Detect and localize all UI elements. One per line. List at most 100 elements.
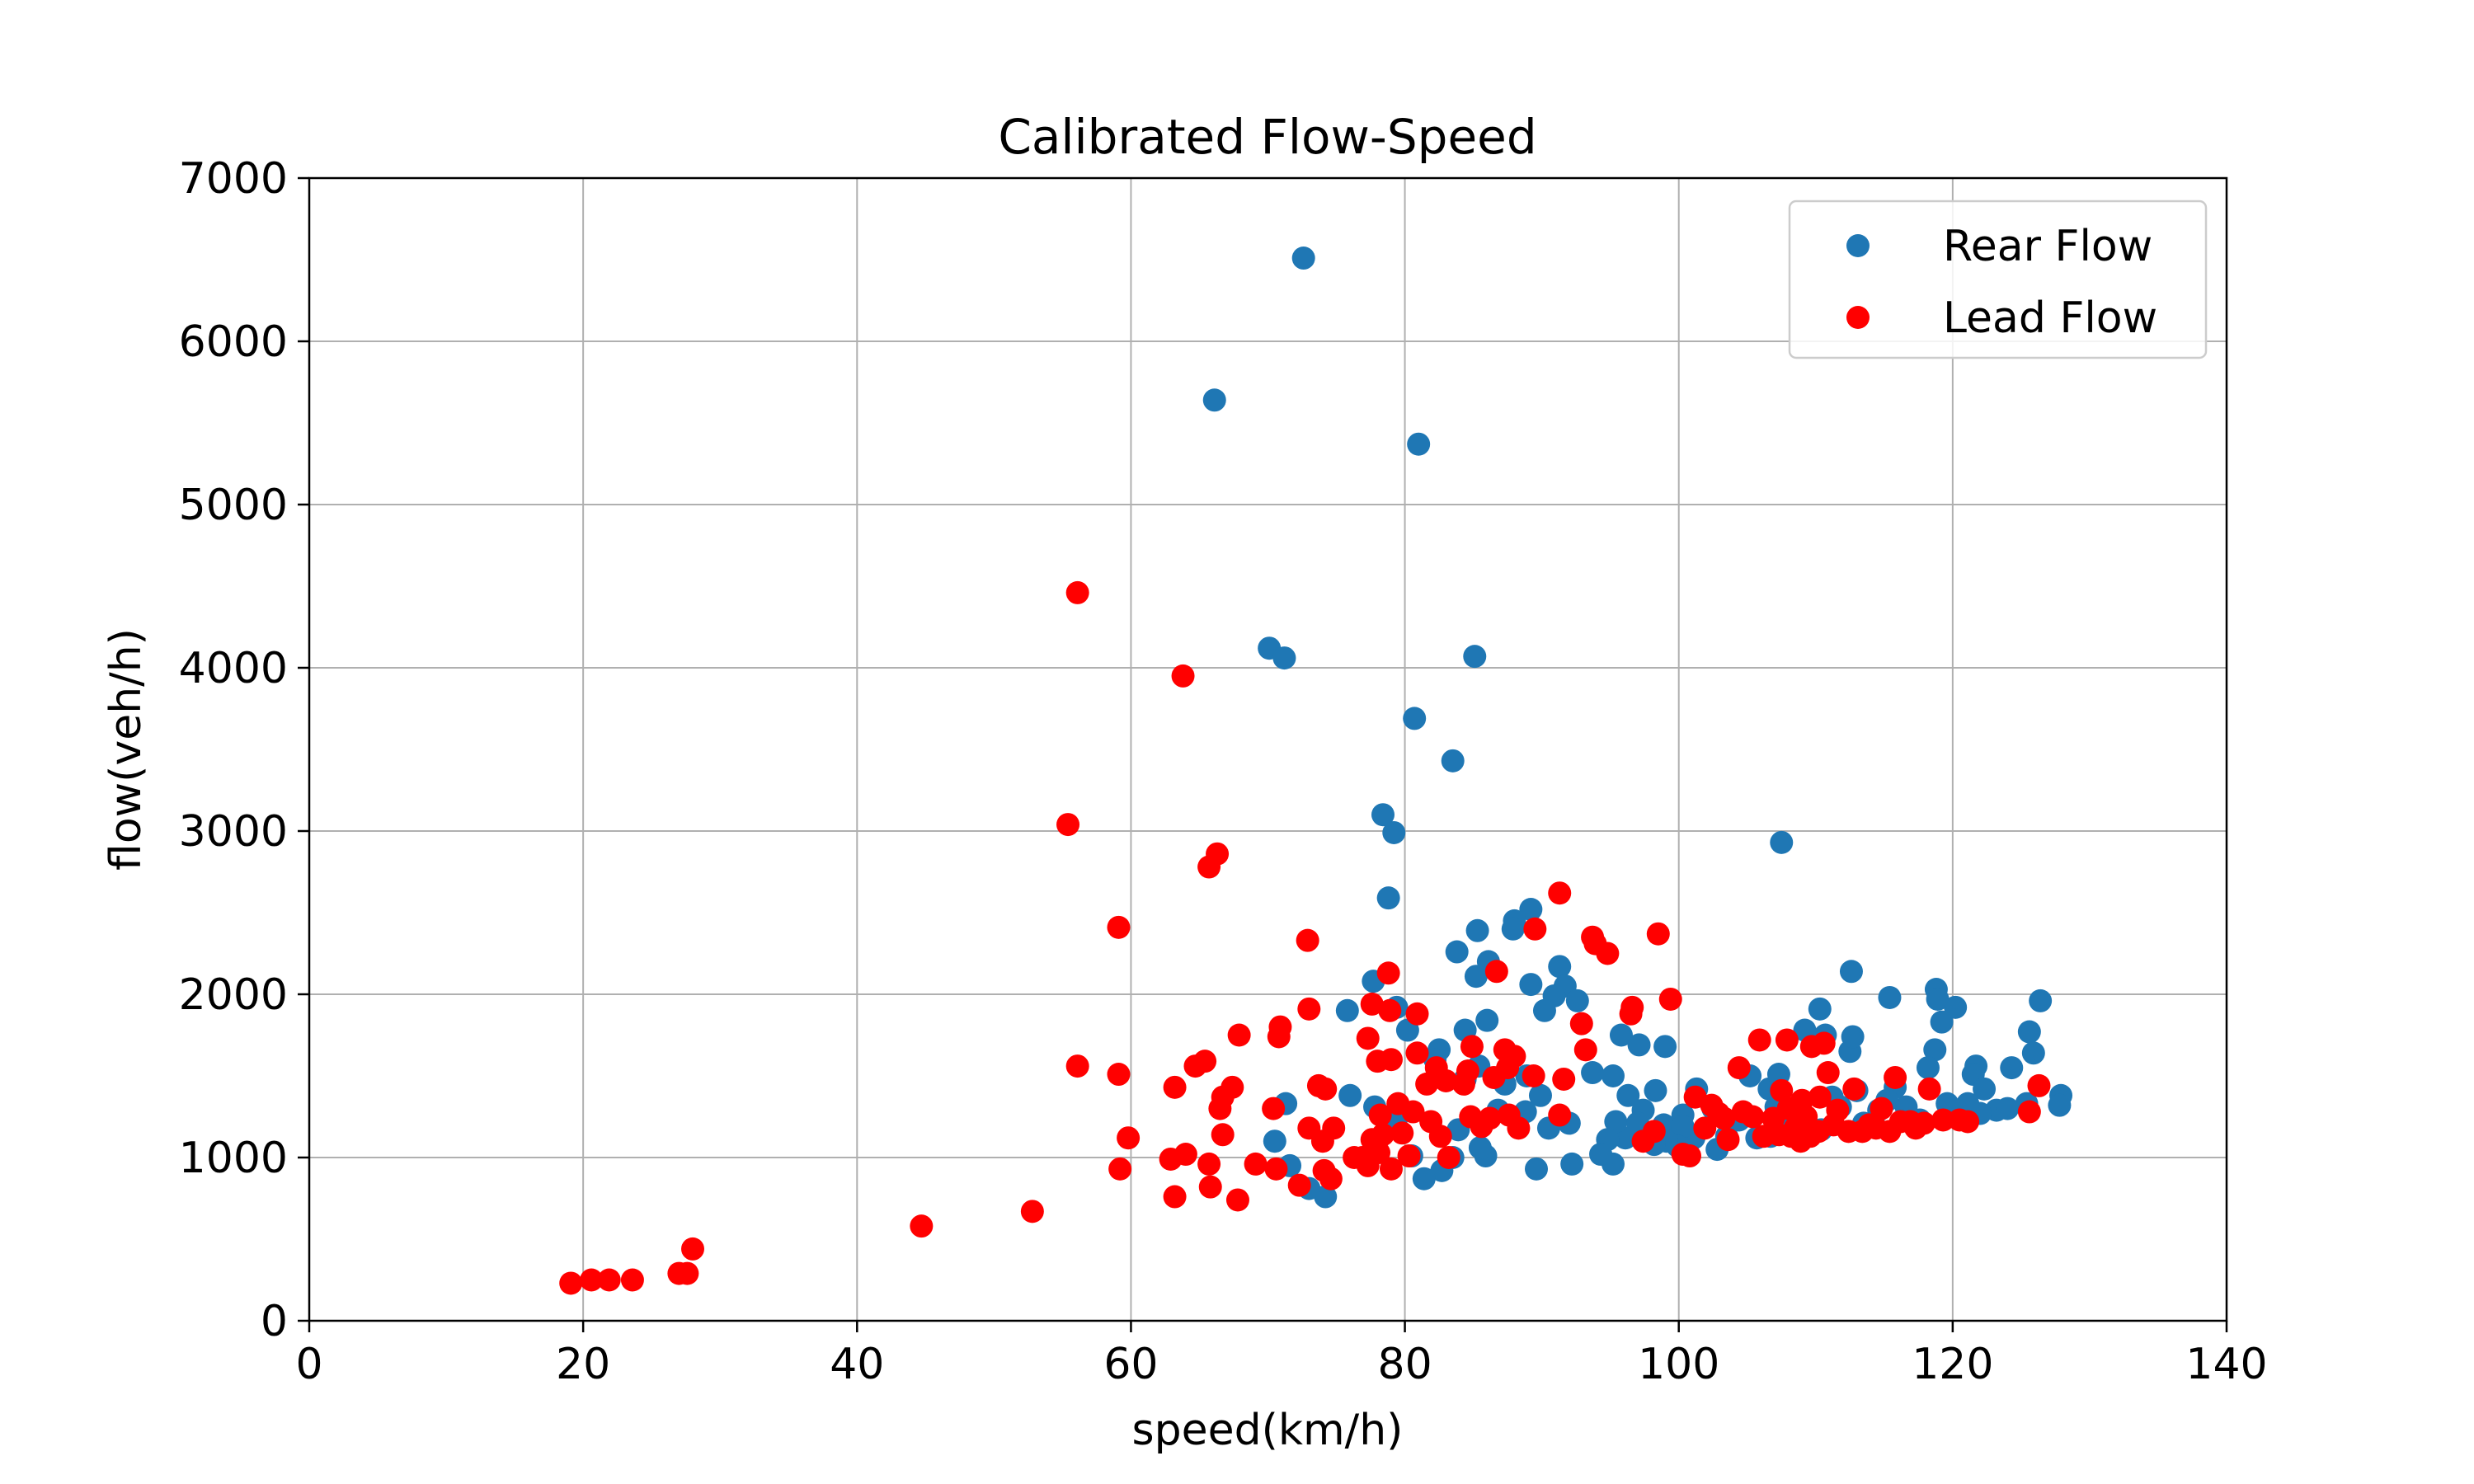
point-lead-flow [620, 1268, 644, 1292]
point-lead-flow [2017, 1100, 2041, 1124]
point-lead-flow [1456, 1059, 1479, 1083]
point-rear-flow [1808, 997, 1832, 1021]
point-lead-flow [1484, 960, 1508, 984]
point-rear-flow [1465, 918, 1489, 942]
series-lead-flow [559, 580, 2051, 1295]
point-lead-flow [1912, 1111, 1935, 1135]
point-rear-flow [1604, 1110, 1628, 1134]
point-lead-flow [1163, 1075, 1187, 1099]
legend-label-lead-flow: Lead Flow [1943, 294, 2157, 343]
point-lead-flow [1646, 922, 1670, 946]
legend-marker-rear-flow [1846, 234, 1870, 257]
point-lead-flow [1163, 1185, 1187, 1209]
point-rear-flow [2000, 1056, 2024, 1080]
point-lead-flow [1197, 1152, 1221, 1176]
point-lead-flow [1319, 1167, 1343, 1190]
point-lead-flow [1678, 1144, 1701, 1168]
y-tick-label: 5000 [179, 481, 288, 530]
point-lead-flow [1227, 1023, 1251, 1047]
y-axis-label: flow(veh/h) [101, 628, 151, 871]
point-lead-flow [1775, 1028, 1799, 1052]
point-lead-flow [1816, 1061, 1840, 1085]
point-rear-flow [1644, 1078, 1667, 1102]
point-lead-flow [1523, 917, 1547, 941]
point-rear-flow [1445, 940, 1469, 964]
point-rear-flow [1996, 1097, 2020, 1120]
point-lead-flow [1193, 1050, 1217, 1073]
point-lead-flow [1478, 1106, 1502, 1130]
point-rear-flow [1671, 1115, 1695, 1139]
point-lead-flow [1706, 1101, 1730, 1125]
point-lead-flow [1367, 1141, 1391, 1165]
point-rear-flow [1463, 645, 1487, 669]
point-rear-flow [1944, 995, 1968, 1019]
point-lead-flow [1569, 1012, 1593, 1036]
point-lead-flow [1198, 1175, 1222, 1199]
point-rear-flow [1609, 1023, 1633, 1047]
point-lead-flow [1693, 1116, 1717, 1140]
point-lead-flow [1870, 1097, 1893, 1120]
point-lead-flow [1225, 1188, 1249, 1212]
point-rear-flow [1616, 1083, 1640, 1107]
point-lead-flow [1808, 1085, 1832, 1109]
point-rear-flow [1407, 432, 1431, 456]
point-rear-flow [1581, 1061, 1605, 1085]
point-rear-flow [1528, 1083, 1552, 1107]
point-lead-flow [1065, 1054, 1089, 1078]
point-lead-flow [1397, 1144, 1421, 1168]
point-lead-flow [1056, 813, 1080, 837]
y-tick-label: 1000 [179, 1134, 288, 1183]
point-lead-flow [1379, 1048, 1403, 1072]
point-lead-flow [1503, 1045, 1526, 1068]
point-lead-flow [681, 1237, 704, 1261]
point-rear-flow [1548, 955, 1572, 979]
point-rear-flow [1770, 830, 1794, 854]
point-lead-flow [1812, 1031, 1836, 1055]
y-tick-label: 0 [261, 1297, 288, 1346]
point-rear-flow [1263, 1129, 1286, 1153]
point-rear-flow [1412, 1167, 1436, 1190]
point-lead-flow [1211, 1123, 1235, 1147]
point-rear-flow [1376, 886, 1400, 910]
point-lead-flow [1552, 1067, 1576, 1091]
point-rear-flow [1403, 707, 1427, 730]
point-lead-flow [1727, 1056, 1751, 1080]
point-lead-flow [1405, 1002, 1429, 1026]
x-tick-label: 40 [830, 1340, 884, 1389]
point-rear-flow [1525, 1157, 1548, 1181]
y-tick-label: 7000 [179, 154, 288, 204]
legend-label-rear-flow: Rear Flow [1943, 222, 2152, 271]
point-lead-flow [1314, 1077, 1338, 1101]
point-lead-flow [1221, 1075, 1244, 1099]
x-tick-label: 20 [556, 1340, 610, 1389]
point-rear-flow [1464, 965, 1488, 989]
point-lead-flow [1065, 580, 1089, 604]
point-lead-flow [1287, 1173, 1311, 1197]
point-lead-flow [1368, 1103, 1392, 1127]
point-rear-flow [1560, 1152, 1584, 1176]
point-lead-flow [1244, 1152, 1268, 1176]
point-rear-flow [1371, 803, 1395, 827]
point-lead-flow [1405, 1041, 1429, 1065]
point-lead-flow [1642, 1120, 1666, 1144]
point-rear-flow [1878, 985, 1902, 1009]
point-rear-flow [1627, 1033, 1651, 1057]
point-lead-flow [675, 1261, 699, 1285]
point-lead-flow [1548, 881, 1572, 905]
point-lead-flow [1826, 1098, 1850, 1122]
legend: Rear Flow Lead Flow [1788, 200, 2208, 359]
point-lead-flow [1107, 915, 1131, 939]
point-rear-flow [1565, 989, 1589, 1012]
chart-title: Calibrated Flow-Speed [998, 109, 1536, 165]
x-axis-ticks: 0 20 40 60 80 100 120 140 [295, 1321, 2268, 1389]
point-lead-flow [1360, 992, 1384, 1016]
point-lead-flow [1548, 1103, 1572, 1127]
point-lead-flow [1296, 928, 1319, 952]
plot-frame [308, 176, 2228, 1322]
point-lead-flow [1747, 1028, 1771, 1052]
point-rear-flow [1916, 1056, 1940, 1080]
point-rear-flow [1202, 388, 1226, 412]
point-rear-flow [1926, 987, 1950, 1011]
point-lead-flow [1401, 1100, 1425, 1124]
point-lead-flow [1379, 1157, 1403, 1181]
